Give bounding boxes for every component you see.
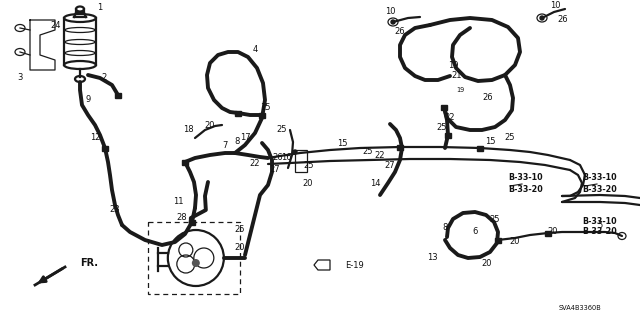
Text: 8: 8 bbox=[234, 137, 240, 146]
Text: 28: 28 bbox=[177, 213, 188, 222]
Text: 26: 26 bbox=[395, 27, 405, 36]
Text: 22: 22 bbox=[250, 159, 260, 167]
Text: 18: 18 bbox=[182, 125, 193, 135]
Bar bbox=[259, 113, 265, 117]
Circle shape bbox=[293, 150, 297, 154]
Text: 26: 26 bbox=[273, 153, 284, 162]
Bar bbox=[235, 110, 241, 115]
Text: 21: 21 bbox=[452, 70, 462, 79]
Bar bbox=[545, 231, 551, 235]
Text: 19: 19 bbox=[456, 87, 464, 93]
Text: 14: 14 bbox=[370, 179, 380, 188]
Text: B-33-10: B-33-10 bbox=[582, 218, 618, 226]
Text: 24: 24 bbox=[51, 20, 61, 29]
Text: 25: 25 bbox=[490, 216, 500, 225]
Text: 19: 19 bbox=[448, 61, 458, 70]
Bar bbox=[445, 132, 451, 137]
Text: SVA4B3360B: SVA4B3360B bbox=[559, 305, 602, 311]
Text: 15: 15 bbox=[484, 137, 495, 146]
Text: 12: 12 bbox=[90, 133, 100, 143]
Text: 20: 20 bbox=[509, 238, 520, 247]
Text: 4: 4 bbox=[252, 46, 258, 55]
Text: B-33-10: B-33-10 bbox=[509, 174, 543, 182]
Text: 25: 25 bbox=[363, 147, 373, 157]
Text: 25: 25 bbox=[505, 133, 515, 143]
Text: 20: 20 bbox=[235, 243, 245, 253]
Circle shape bbox=[391, 20, 395, 24]
Text: 17: 17 bbox=[240, 133, 250, 143]
Text: 25: 25 bbox=[276, 125, 287, 135]
Text: B-33-20: B-33-20 bbox=[582, 186, 618, 195]
Text: B-33-10: B-33-10 bbox=[582, 174, 618, 182]
Text: 5: 5 bbox=[597, 220, 603, 229]
Text: 1: 1 bbox=[97, 4, 102, 12]
Text: 20: 20 bbox=[205, 121, 215, 130]
Text: 8: 8 bbox=[442, 224, 448, 233]
Text: 25: 25 bbox=[304, 160, 314, 169]
Text: 26: 26 bbox=[557, 16, 568, 25]
Bar bbox=[148, 222, 240, 294]
Text: 2: 2 bbox=[101, 72, 107, 81]
Bar bbox=[189, 219, 195, 225]
Text: 10: 10 bbox=[550, 2, 560, 11]
Text: 26: 26 bbox=[483, 93, 493, 102]
Circle shape bbox=[192, 259, 200, 267]
Text: 20: 20 bbox=[482, 258, 492, 268]
Bar bbox=[477, 145, 483, 151]
Text: 23: 23 bbox=[109, 205, 120, 214]
Text: 16: 16 bbox=[281, 153, 291, 162]
Bar bbox=[102, 145, 108, 151]
Text: 9: 9 bbox=[85, 95, 91, 105]
Text: B-33-20: B-33-20 bbox=[582, 227, 618, 236]
Text: FR.: FR. bbox=[80, 258, 98, 268]
Text: 11: 11 bbox=[173, 197, 183, 206]
Bar bbox=[495, 238, 501, 242]
Text: 15: 15 bbox=[260, 103, 270, 113]
Text: 7: 7 bbox=[222, 140, 228, 150]
Text: 22: 22 bbox=[445, 114, 455, 122]
Text: 20: 20 bbox=[548, 227, 558, 236]
Bar bbox=[115, 93, 121, 98]
Text: 20: 20 bbox=[303, 179, 313, 188]
Text: E-19: E-19 bbox=[346, 261, 364, 270]
Text: 25: 25 bbox=[436, 123, 447, 132]
Text: 10: 10 bbox=[385, 8, 396, 17]
Text: 22: 22 bbox=[375, 151, 385, 160]
Text: 3: 3 bbox=[17, 73, 22, 83]
Text: 27: 27 bbox=[269, 166, 280, 174]
Bar bbox=[182, 160, 188, 165]
Circle shape bbox=[540, 16, 544, 20]
Text: 13: 13 bbox=[427, 254, 437, 263]
Text: 25: 25 bbox=[235, 226, 245, 234]
Text: 15: 15 bbox=[337, 138, 348, 147]
Text: B-33-20: B-33-20 bbox=[509, 186, 543, 195]
Bar bbox=[295, 150, 307, 172]
Text: 27: 27 bbox=[385, 160, 396, 169]
Text: 6: 6 bbox=[472, 227, 477, 236]
Bar bbox=[397, 145, 403, 150]
Bar bbox=[441, 105, 447, 109]
